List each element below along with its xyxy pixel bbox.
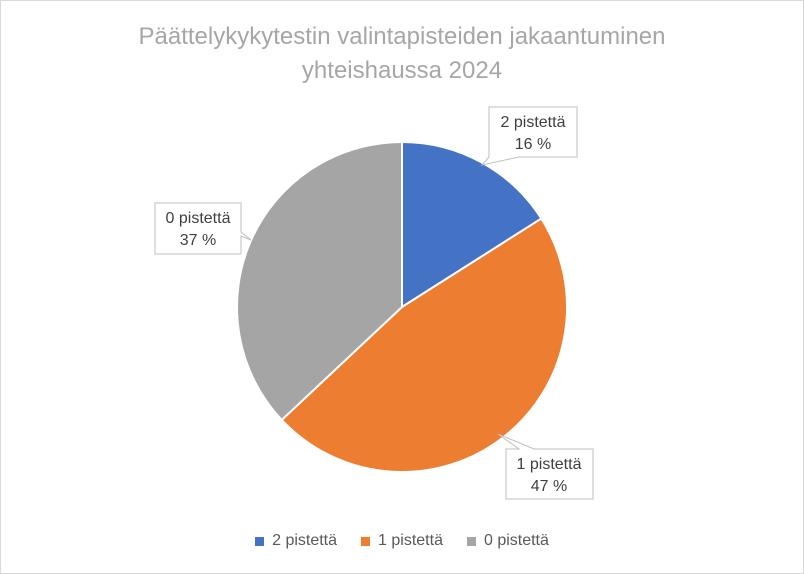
data-label-value-1-pistetta: 47 % bbox=[531, 478, 567, 495]
callout-box-1-pistetta bbox=[497, 433, 594, 500]
data-label-value-0-pistetta: 37 % bbox=[180, 232, 216, 249]
callout-2-pistetta: 2 pistettä 16 % bbox=[480, 106, 578, 166]
pie-slices bbox=[236, 141, 568, 473]
callout-box-2-pistetta bbox=[480, 106, 578, 166]
legend-item-1-pistetta: 1 pistettä bbox=[361, 532, 443, 550]
pie-slice-0-pistetta bbox=[236, 141, 403, 421]
data-label-category-0-pistetta: 0 pistettä bbox=[166, 210, 231, 227]
data-label-value-2-pistetta: 16 % bbox=[515, 136, 551, 153]
legend-label-1-pistetta: 1 pistettä bbox=[378, 532, 443, 549]
chart-title-line-2: yhteishaussa 2024 bbox=[301, 57, 503, 84]
callout-box-0-pistetta bbox=[154, 202, 252, 255]
legend-swatch-2-pistetta bbox=[255, 536, 265, 546]
legend-item-0-pistetta: 0 pistettä bbox=[466, 532, 549, 550]
legend-swatch-0-pistetta bbox=[466, 536, 476, 546]
data-label-category-1-pistetta: 1 pistettä bbox=[517, 456, 582, 473]
legend-item-2-pistetta: 2 pistettä bbox=[255, 532, 337, 550]
chart-title-line-1: Päättelykykytestin valintapisteiden jaka… bbox=[138, 23, 666, 50]
legend-label-2-pistetta: 2 pistettä bbox=[272, 532, 338, 549]
callout-1-pistetta: 1 pistettä 47 % bbox=[497, 433, 594, 500]
legend: 2 pistettä 1 pistettä 0 pistettä bbox=[0, 532, 804, 550]
legend-swatch-1-pistetta bbox=[361, 536, 371, 546]
legend-label-0-pistetta: 0 pistettä bbox=[483, 532, 549, 549]
chart-title: Päättelykykytestin valintapisteiden jaka… bbox=[0, 20, 804, 88]
callout-0-pistetta: 0 pistettä 37 % bbox=[154, 202, 252, 255]
data-label-category-2-pistetta: 2 pistettä bbox=[501, 114, 566, 131]
pie-slice-2-pistetta bbox=[401, 141, 543, 308]
